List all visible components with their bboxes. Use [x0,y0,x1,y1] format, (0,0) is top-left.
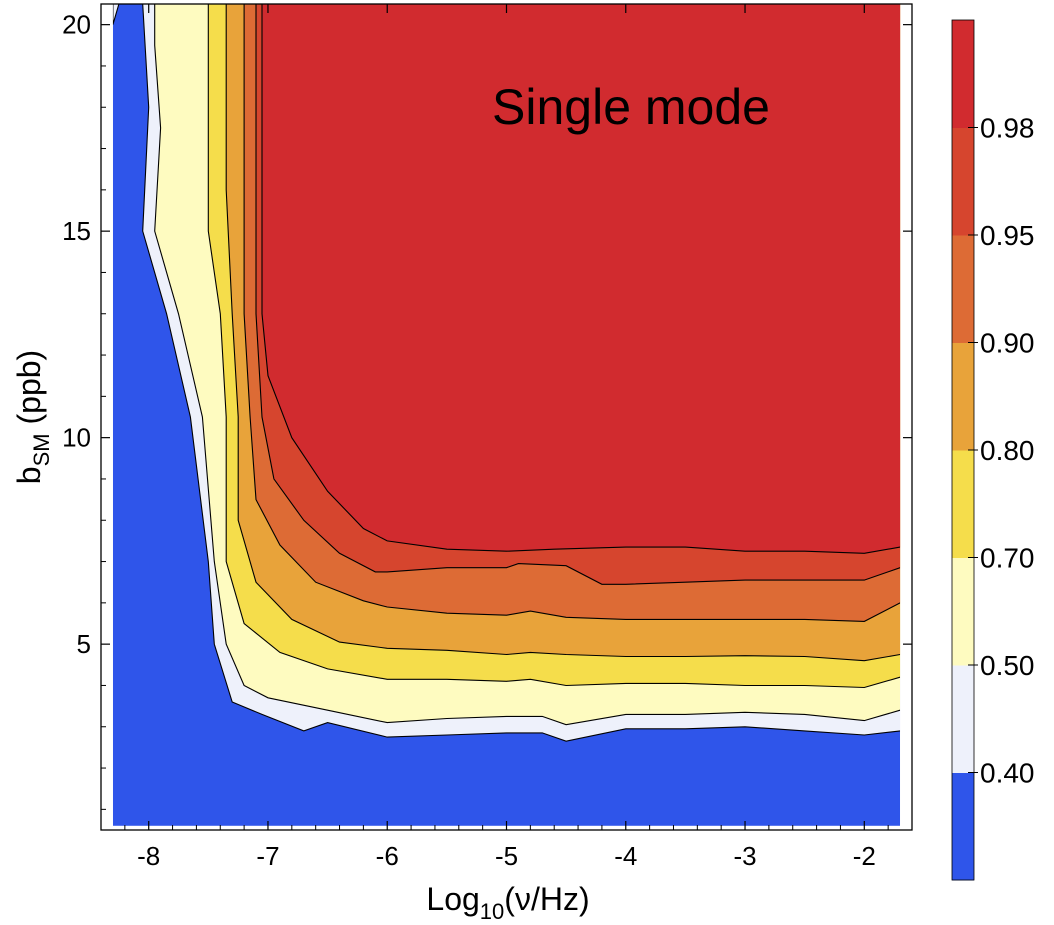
y-axis: 5 10 15 20 [62,10,912,810]
colorbar-swatch [952,450,974,558]
colorbar-label: 0.95 [980,220,1035,251]
colorbar-swatch [952,665,974,773]
contour-line-0.95 [255,4,901,585]
colorbar-label: 0.80 [980,435,1035,466]
y-axis-title: bSM (ppb) [11,350,54,484]
x-tick-label: -2 [853,841,876,871]
y-tick-label: 20 [62,10,91,40]
contour-line-0.98 [261,4,901,554]
contour-line-0.50 [154,4,901,726]
y-tick-label: 10 [62,423,91,453]
single-mode-annotation: Single mode [492,79,770,135]
colorbar-swatch [952,235,974,343]
x-axis-title-main: Log [426,881,479,917]
x-tick-label: -8 [137,841,160,871]
x-tick-label: -4 [614,841,637,871]
y-tick-label: 15 [62,216,91,246]
x-tick-label: -6 [376,841,399,871]
x-axis: -8 -7 -6 -5 -4 -3 -2 [100,4,913,871]
colorbar-label: 0.70 [980,543,1035,574]
band-above-0.98 [262,4,901,554]
colorbar: 0.40 0.50 0.70 0.80 0.90 0.95 0.98 [951,19,1035,881]
x-axis-title-subscript: 10 [480,899,504,924]
colorbar-label: 0.98 [980,113,1035,144]
contour-bands [112,4,901,826]
y-axis-title-main: b [11,466,47,484]
x-axis-title-rest: (ν/Hz) [504,881,589,917]
colorbar-label: 0.50 [980,650,1035,681]
contour-lines [112,4,901,742]
colorbar-label: 0.90 [980,328,1035,359]
colorbar-swatch [952,127,974,236]
colorbar-swatch [952,20,974,128]
y-axis-title-rest: (ppb) [11,350,47,434]
contour-line-0.40 [112,4,901,742]
colorbar-swatch [952,772,974,881]
x-axis-title: Log10(ν/Hz) [426,881,589,924]
y-axis-title-subscript: SM [29,433,54,466]
x-tick-label: -3 [733,841,756,871]
contour-line-0.90 [243,4,901,622]
contour-line-0.80 [225,4,901,662]
x-tick-label: -7 [256,841,279,871]
y-tick-label: 5 [77,629,91,659]
colorbar-label: 0.40 [980,758,1035,789]
colorbar-swatch [952,557,974,666]
colorbar-swatch [952,342,974,451]
contour-line-0.70 [207,4,901,689]
x-tick-label: -5 [495,841,518,871]
